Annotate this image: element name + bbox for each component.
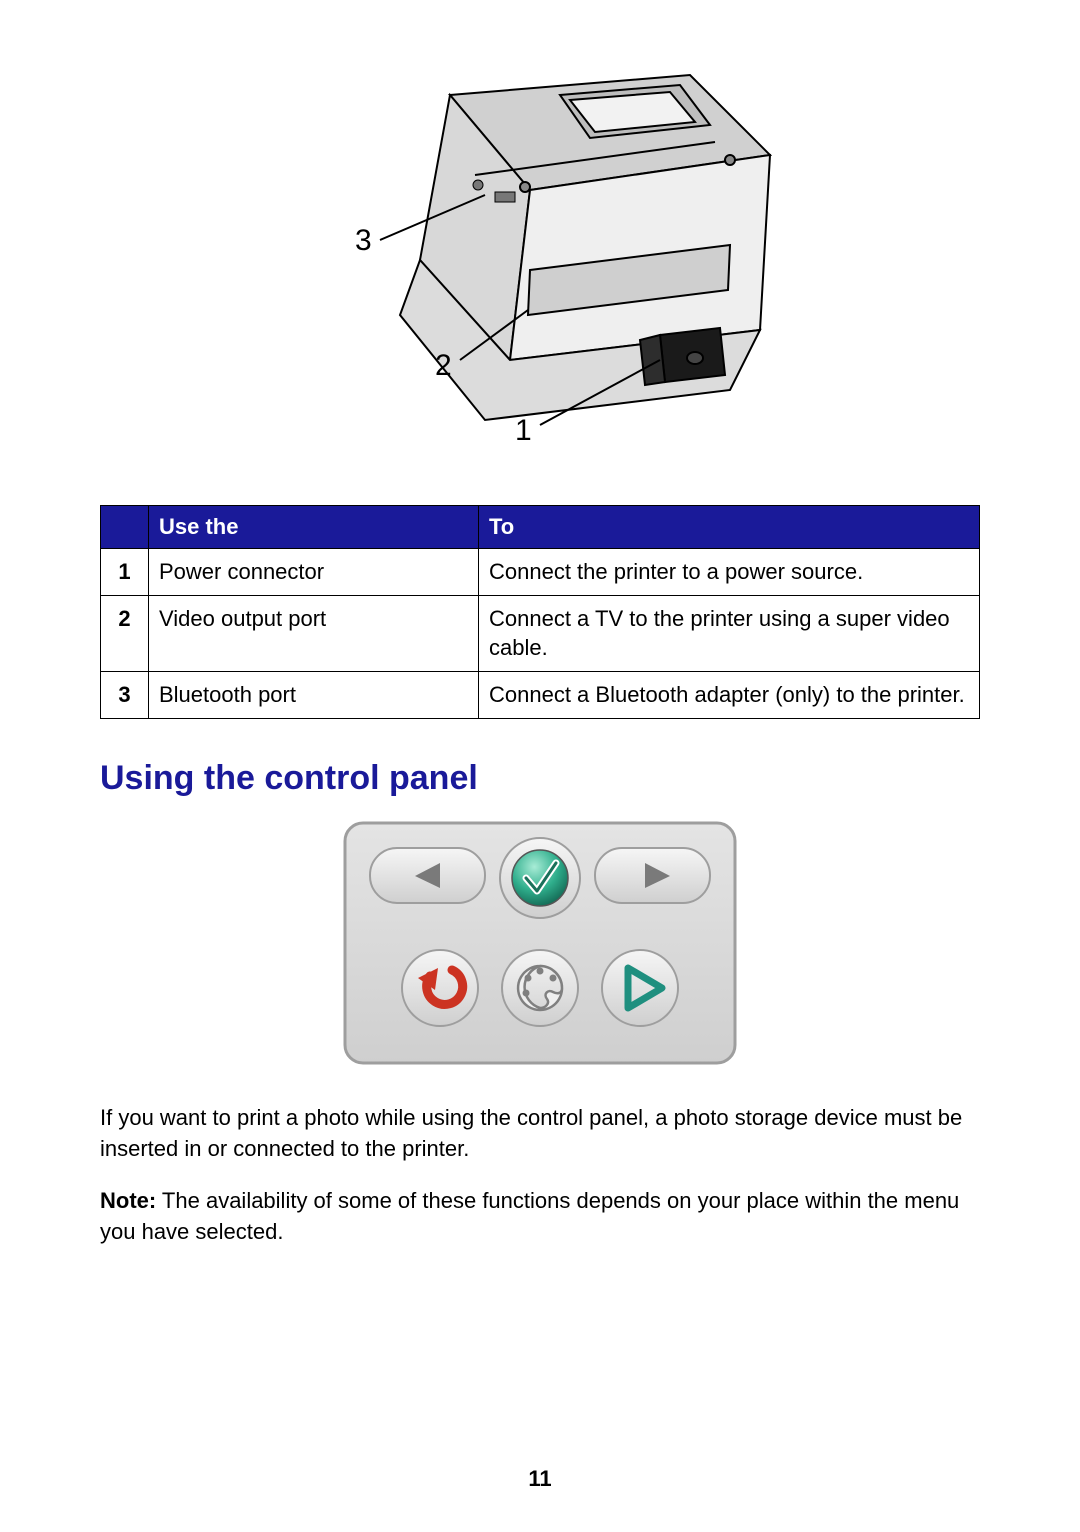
table-row: 3 Bluetooth port Connect a Bluetooth ada… (101, 672, 980, 719)
table-header-use: Use the (149, 506, 479, 549)
row-use: Power connector (149, 549, 479, 596)
note-body: The availability of some of these functi… (100, 1188, 959, 1244)
note-label: Note: (100, 1188, 156, 1213)
printer-back-diagram: 3 2 1 (100, 60, 980, 485)
svg-text:1: 1 (515, 414, 532, 447)
body-paragraph: If you want to print a photo while using… (100, 1103, 980, 1165)
section-heading: Using the control panel (100, 759, 980, 798)
ports-table: Use the To 1 Power connector Connect the… (100, 505, 980, 719)
row-to: Connect the printer to a power source. (479, 549, 980, 596)
table-row: 1 Power connector Connect the printer to… (101, 549, 980, 596)
row-use: Bluetooth port (149, 672, 479, 719)
note-paragraph: Note: The availability of some of these … (100, 1186, 980, 1248)
row-num: 1 (101, 549, 149, 596)
row-to: Connect a TV to the printer using a supe… (479, 595, 980, 671)
svg-text:2: 2 (435, 349, 452, 382)
table-header-num (101, 506, 149, 549)
table-header-to: To (479, 506, 980, 549)
row-to: Connect a Bluetooth adapter (only) to th… (479, 672, 980, 719)
row-use: Video output port (149, 595, 479, 671)
control-panel-diagram (100, 818, 980, 1073)
page-number: 11 (0, 1466, 1080, 1492)
row-num: 2 (101, 595, 149, 671)
row-num: 3 (101, 672, 149, 719)
svg-text:3: 3 (355, 224, 372, 257)
table-row: 2 Video output port Connect a TV to the … (101, 595, 980, 671)
